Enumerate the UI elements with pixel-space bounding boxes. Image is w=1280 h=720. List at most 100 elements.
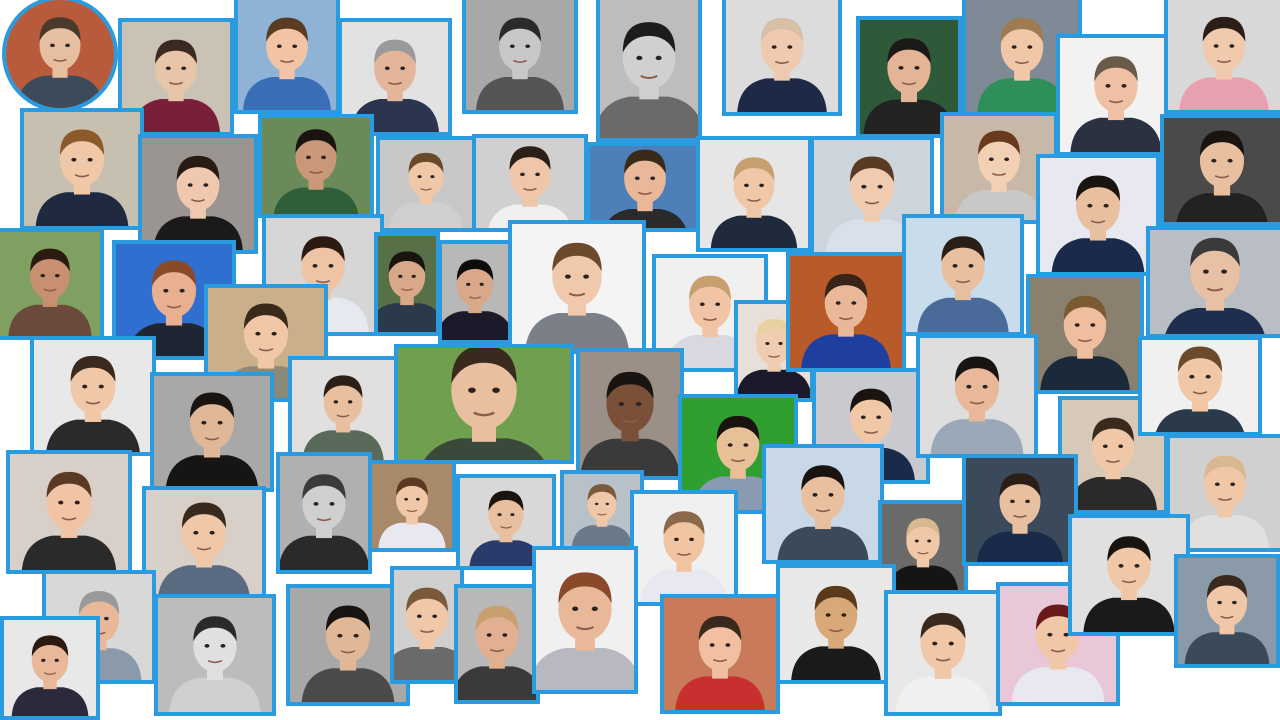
portrait-tile — [150, 372, 274, 492]
face — [920, 616, 966, 671]
hair — [30, 248, 70, 272]
mouth — [43, 288, 57, 292]
face — [689, 278, 731, 330]
shoulders — [640, 569, 728, 602]
face — [451, 350, 517, 430]
mouth — [523, 187, 537, 191]
left-eye — [634, 176, 640, 180]
face — [1190, 241, 1240, 302]
portrait-tile — [576, 348, 684, 480]
hair — [59, 129, 105, 156]
mouth — [468, 296, 482, 299]
hair — [499, 17, 541, 42]
hair — [1000, 17, 1044, 43]
left-eye — [1211, 158, 1217, 163]
mouth — [597, 513, 607, 516]
shoulders — [777, 526, 869, 560]
shoulders — [930, 419, 1024, 454]
shoulders — [169, 677, 261, 712]
face — [193, 619, 237, 673]
shoulders — [8, 304, 92, 336]
left-eye — [699, 302, 705, 306]
face — [408, 155, 444, 198]
face — [388, 254, 426, 299]
hair — [1202, 16, 1246, 42]
hair — [155, 39, 197, 64]
left-eye — [572, 606, 579, 612]
portrait-photo — [476, 138, 584, 228]
left-eye — [966, 384, 972, 389]
shoulders — [580, 438, 680, 476]
right-eye — [416, 497, 420, 501]
mouth — [992, 172, 1006, 176]
portrait-tile — [0, 228, 104, 340]
portrait-photo — [1142, 340, 1258, 432]
mouth — [864, 430, 878, 434]
shoulders — [1165, 308, 1265, 334]
mouth — [1220, 615, 1234, 619]
right-eye — [968, 264, 974, 268]
right-eye — [209, 530, 215, 535]
mouth — [712, 658, 728, 663]
hair — [509, 146, 551, 171]
right-eye — [217, 420, 223, 425]
left-eye — [1217, 600, 1222, 605]
hair — [31, 635, 69, 657]
left-eye — [50, 43, 55, 48]
hair — [456, 259, 494, 281]
shoulders — [895, 676, 991, 712]
portrait-photo — [766, 448, 880, 560]
shoulders — [917, 297, 1009, 332]
mouth — [207, 659, 223, 664]
portrait-photo — [1150, 230, 1280, 334]
portrait-photo — [292, 360, 394, 460]
shoulders — [21, 535, 117, 570]
hair — [920, 612, 966, 639]
portrait-tile — [374, 232, 440, 336]
hair — [295, 129, 337, 154]
portrait-tile — [376, 136, 476, 232]
hair — [756, 319, 792, 340]
right-eye — [841, 613, 847, 617]
portrait-photo — [888, 594, 998, 712]
face — [999, 476, 1041, 527]
left-eye — [1118, 564, 1124, 568]
mouth — [400, 288, 414, 291]
left-eye — [636, 55, 643, 61]
shoulders — [738, 369, 810, 398]
right-eye — [1229, 44, 1235, 48]
left-eye — [466, 282, 471, 286]
right-eye — [271, 331, 277, 336]
hair — [193, 616, 237, 642]
face — [622, 26, 676, 90]
right-eye — [54, 658, 59, 662]
portrait-photo — [154, 376, 270, 488]
right-eye — [329, 502, 335, 506]
shoulders — [46, 419, 140, 452]
face — [396, 479, 428, 519]
portrait-photo — [790, 256, 902, 368]
portrait-photo — [442, 244, 508, 340]
mouth — [500, 526, 512, 529]
hair — [266, 17, 308, 42]
face — [189, 396, 235, 450]
shoulders — [863, 99, 955, 134]
face — [801, 468, 845, 522]
hair — [243, 303, 289, 330]
left-eye — [41, 658, 46, 662]
mouth — [43, 672, 57, 675]
left-eye — [417, 175, 422, 179]
right-eye — [98, 384, 104, 389]
portrait-tile — [1026, 274, 1144, 394]
face — [558, 576, 612, 641]
face — [1092, 420, 1134, 472]
shoulders — [666, 335, 754, 368]
hair — [78, 590, 120, 615]
portrait-photo — [920, 338, 1034, 454]
hair — [388, 251, 426, 273]
left-eye — [932, 641, 938, 646]
shoulders — [424, 438, 544, 460]
right-eye — [87, 157, 93, 162]
left-eye — [860, 415, 866, 419]
portrait-photo — [24, 112, 140, 226]
